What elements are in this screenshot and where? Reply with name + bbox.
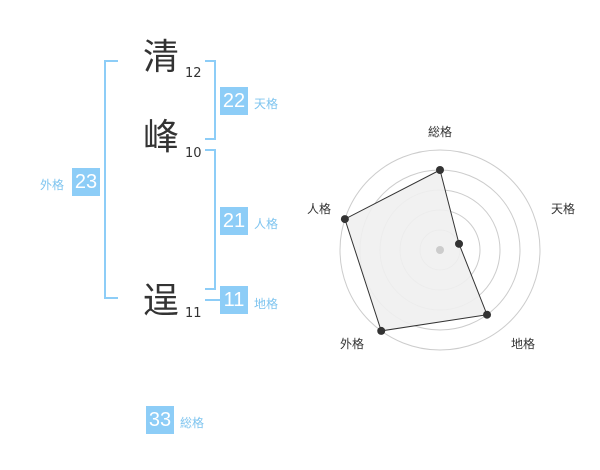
strokes-2: 10 [185, 146, 202, 161]
radar-point [340, 215, 349, 224]
bracket-tick [205, 60, 216, 62]
bracket-tick [205, 138, 216, 140]
bracket-tick [205, 288, 216, 290]
gaikaku-label: 外格 [40, 178, 65, 192]
radar-point [455, 239, 464, 248]
name-char-3: 逞 [143, 281, 180, 322]
radar-point [436, 166, 444, 174]
radar-area [344, 169, 488, 332]
gaikaku-value: 23 [72, 168, 100, 196]
bracket-tick [104, 60, 118, 62]
soukaku-label: 総格 [180, 416, 205, 430]
soukaku-value: 33 [146, 406, 174, 434]
radar-axis-label: 外格 [340, 337, 365, 351]
radar-point [483, 310, 492, 319]
chikaku-label: 地格 [254, 297, 279, 311]
radar-axis-label: 総格 [428, 125, 453, 139]
tenkaku-bracket [214, 60, 216, 140]
chikaku-connector [205, 299, 220, 301]
radar-axis-label: 人格 [307, 202, 332, 216]
tenkaku-label: 天格 [254, 97, 279, 111]
radar-center [436, 246, 444, 254]
gaikaku-bracket [104, 60, 106, 299]
jinkaku-label: 人格 [254, 217, 279, 231]
strokes-1: 12 [185, 66, 202, 81]
jinkaku-bracket [214, 149, 216, 290]
jinkaku-value: 21 [220, 207, 248, 235]
bracket-tick [104, 297, 118, 299]
bracket-tick [205, 149, 216, 151]
radar-ring [339, 149, 541, 351]
tenkaku-value: 22 [220, 87, 248, 115]
radar-axis-label: 天格 [551, 202, 576, 216]
name-char-2: 峰 [143, 117, 180, 158]
radar-point [377, 326, 386, 335]
name-char-1: 清 [143, 37, 180, 78]
chikaku-value: 11 [220, 286, 248, 314]
strokes-3: 11 [185, 306, 202, 321]
radar-axis-label: 地格 [511, 337, 536, 351]
